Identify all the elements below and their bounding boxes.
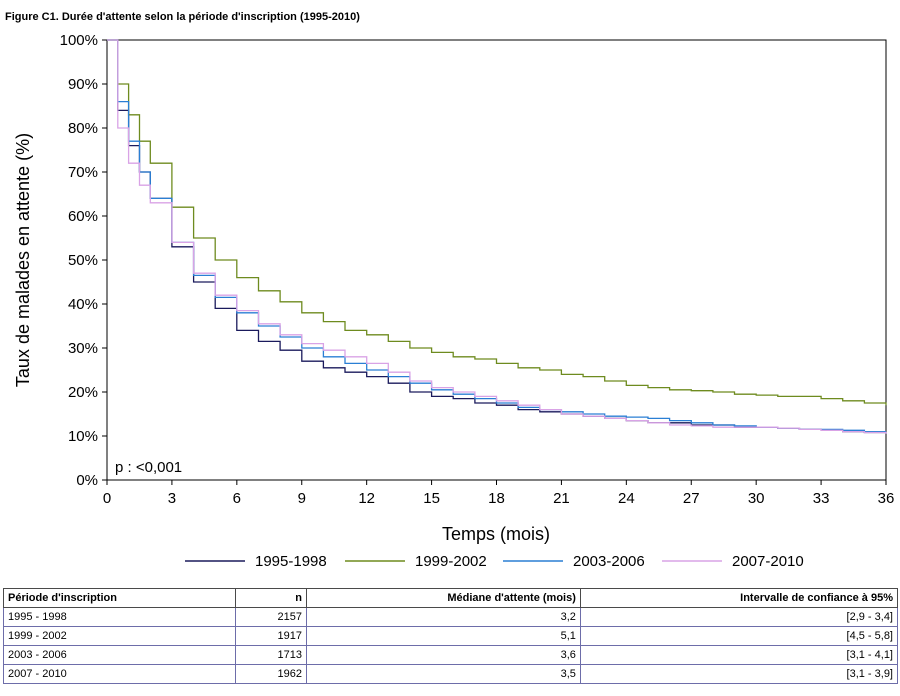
cell-median: 5,1 <box>306 626 581 646</box>
y-axis-title: Taux de malades en attente (%) <box>13 133 33 387</box>
series-line-2003-2006 <box>107 39 886 433</box>
table-header-row: Période d'inscription n Médiane d'attent… <box>3 588 899 608</box>
y-tick-label: 60% <box>68 208 98 225</box>
series-line-2007-2010 <box>107 39 887 434</box>
table-row: 2007 - 2010 1962 3,5 [3,1 - 3,9] <box>3 664 899 684</box>
cell-period: 2007 - 2010 <box>3 664 236 684</box>
legend-label: 2007-2010 <box>732 553 804 570</box>
y-tick-label: 20% <box>68 384 98 401</box>
cell-ci: [3,1 - 4,1] <box>579 645 899 665</box>
legend-label: 2003-2006 <box>573 553 645 570</box>
series-layer <box>107 39 887 434</box>
cell-n: 1713 <box>234 645 308 665</box>
series-line-1999-2002 <box>107 39 887 406</box>
y-axis-title-group: Taux de malades en attente (%) <box>13 133 33 387</box>
cell-ci: [4,5 - 5,8] <box>579 626 899 646</box>
cell-n: 1917 <box>234 626 308 646</box>
summary-table: Période d'inscription n Médiane d'attent… <box>3 588 899 684</box>
cell-n: 2157 <box>234 607 308 627</box>
survival-chart: Figure C1. Durée d'attente selon la péri… <box>5 11 895 570</box>
y-tick-label: 90% <box>68 76 98 93</box>
x-tick-label: 27 <box>683 490 700 507</box>
y-tick-label: 50% <box>68 252 98 269</box>
cell-ci: [3,1 - 3,9] <box>579 664 899 684</box>
legend-label: 1995-1998 <box>255 553 327 570</box>
x-tick-label: 0 <box>103 490 111 507</box>
x-tick-label: 12 <box>358 490 375 507</box>
x-tick-label: 30 <box>748 490 765 507</box>
figure-title: Figure C1. Durée d'attente selon la péri… <box>5 11 360 23</box>
y-tick-label: 100% <box>60 32 98 49</box>
header-n: n <box>234 588 308 608</box>
table-row: 2003 - 2006 1713 3,6 [3,1 - 4,1] <box>3 645 899 665</box>
cell-median: 3,5 <box>306 664 581 684</box>
x-tick-label: 21 <box>553 490 570 507</box>
header-ci: Intervalle de confiance à 95% <box>579 588 899 608</box>
cell-ci: [2,9 - 3,4] <box>579 607 899 627</box>
cell-median: 3,2 <box>306 607 581 627</box>
cell-period: 2003 - 2006 <box>3 645 236 665</box>
x-tick-label: 24 <box>618 490 635 507</box>
table-row: 1999 - 2002 1917 5,1 [4,5 - 5,8] <box>3 626 899 646</box>
x-tick-label: 33 <box>813 490 830 507</box>
x-tick-label: 9 <box>298 490 306 507</box>
x-tick-label: 36 <box>878 490 895 507</box>
x-axis: 0 3 6 9 12 15 18 21 24 27 30 33 36 <box>103 480 895 507</box>
legend: 1995-1998 1999-2002 2003-2006 2007-2010 <box>185 553 804 570</box>
y-tick-label: 30% <box>68 340 98 357</box>
y-tick-label: 40% <box>68 296 98 313</box>
y-tick-label: 70% <box>68 164 98 181</box>
cell-period: 1999 - 2002 <box>3 626 236 646</box>
y-axis: 0% 10% 20% 30% 40% 50% 60% 70% 80% 90% 100% <box>60 32 107 489</box>
series-line-1995-1998 <box>107 39 887 434</box>
table-row: 1995 - 1998 2157 3,2 [2,9 - 3,4] <box>3 607 899 627</box>
cell-period: 1995 - 1998 <box>3 607 236 627</box>
y-tick-label: 0% <box>76 472 98 489</box>
x-tick-label: 6 <box>233 490 241 507</box>
cell-median: 3,6 <box>306 645 581 665</box>
cell-n: 1962 <box>234 664 308 684</box>
legend-label: 1999-2002 <box>415 553 487 570</box>
header-median: Médiane d'attente (mois) <box>306 588 581 608</box>
x-tick-label: 15 <box>423 490 440 507</box>
y-tick-label: 10% <box>68 428 98 445</box>
header-period: Période d'inscription <box>3 588 236 608</box>
x-tick-label: 3 <box>168 490 176 507</box>
x-axis-title: Temps (mois) <box>442 524 550 544</box>
x-tick-label: 18 <box>488 490 505 507</box>
p-value-annotation: p : <0,001 <box>115 459 182 476</box>
y-tick-label: 80% <box>68 120 98 137</box>
